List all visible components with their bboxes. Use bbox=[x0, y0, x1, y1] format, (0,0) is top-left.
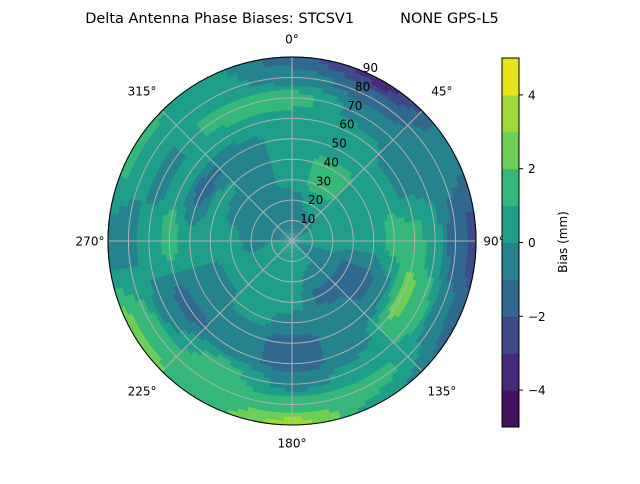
chart-title: Delta Antenna Phase Biases: STCSV1 NONE … bbox=[85, 11, 499, 27]
